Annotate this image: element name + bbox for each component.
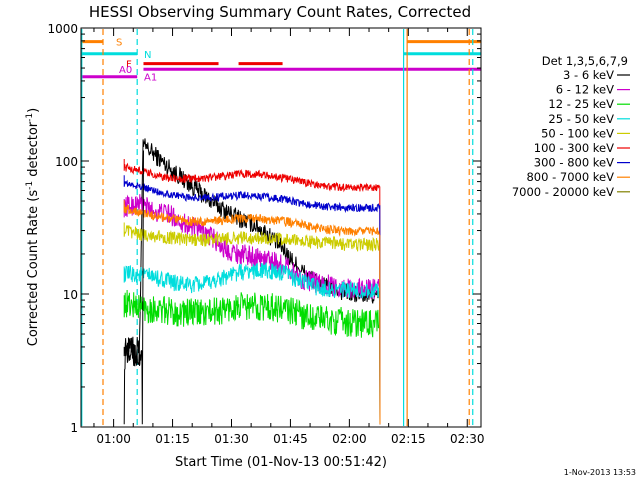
series-line-5 [123, 159, 381, 425]
x-tick-label: 01:15 [155, 432, 190, 446]
series-line-6 [123, 175, 381, 425]
flag-label-a0: A0 [119, 65, 132, 76]
y-axis-label: Corrected Count Rate (s-1 detector-1) [25, 108, 41, 346]
x-tick-label: 01:00 [96, 432, 131, 446]
legend-label: 100 - 300 keV [534, 141, 614, 155]
timestamp: 1-Nov-2013 13:53 [564, 468, 636, 477]
series-line-7 [123, 200, 381, 425]
legend-label: 7000 - 20000 keV [512, 185, 614, 199]
chart-title: HESSI Observing Summary Count Rates, Cor… [89, 3, 471, 21]
flag-label-f: F [126, 60, 132, 71]
series-line-0 [123, 138, 381, 425]
axes-layer: 01:00 01:15 01:30 01:45 02:00 02:15 02:30 1 10 10… [47, 22, 484, 446]
y-axis-label-mid: detector [26, 121, 41, 181]
legend-title: Det 1,3,5,6,7,9 [542, 54, 628, 68]
x-tick-label: 01:45 [273, 432, 308, 446]
y-tick-label: 1 [70, 421, 78, 435]
legend-label: 3 - 6 keV [563, 68, 614, 82]
series-line-4 [123, 222, 381, 425]
x-tick-label: 02:00 [332, 432, 367, 446]
flags-layer: S N FA0 A1 [81, 38, 481, 84]
x-axis-label: Start Time (01-Nov-13 00:51:42) [175, 455, 387, 470]
legend-label: 800 - 7000 keV [526, 170, 614, 184]
flag-label-a1: A1 [144, 73, 157, 84]
y-axis-label-end: ) [26, 108, 41, 113]
y-tick-label: 100 [55, 155, 78, 169]
x-tick-label: 02:15 [391, 432, 426, 446]
series-layer [123, 138, 381, 425]
y-axis-label-main: Corrected Count Rate (s [26, 190, 41, 347]
x-tick-label: 02:30 [450, 432, 485, 446]
y-tick-label: 1000 [47, 22, 78, 36]
legend-label: 12 - 25 keV [548, 97, 614, 111]
flag-label-n: N [144, 50, 151, 61]
series-line-3 [123, 262, 381, 425]
legend-label: 300 - 800 keV [534, 156, 614, 170]
y-axis-label-sup2: -1 [25, 113, 35, 122]
series-line-2 [123, 289, 381, 425]
plot-frame [80, 27, 482, 428]
x-tick-label: 01:30 [214, 432, 249, 446]
legend-label: 6 - 12 keV [556, 83, 614, 97]
legend-label: 25 - 50 keV [548, 112, 614, 126]
flag-label-s: S [116, 38, 122, 49]
legend-label: 50 - 100 keV [541, 126, 614, 140]
y-axis-label-sup1: -1 [25, 181, 35, 190]
series-line-0-pre [123, 150, 144, 425]
y-tick-label: 10 [63, 288, 78, 302]
